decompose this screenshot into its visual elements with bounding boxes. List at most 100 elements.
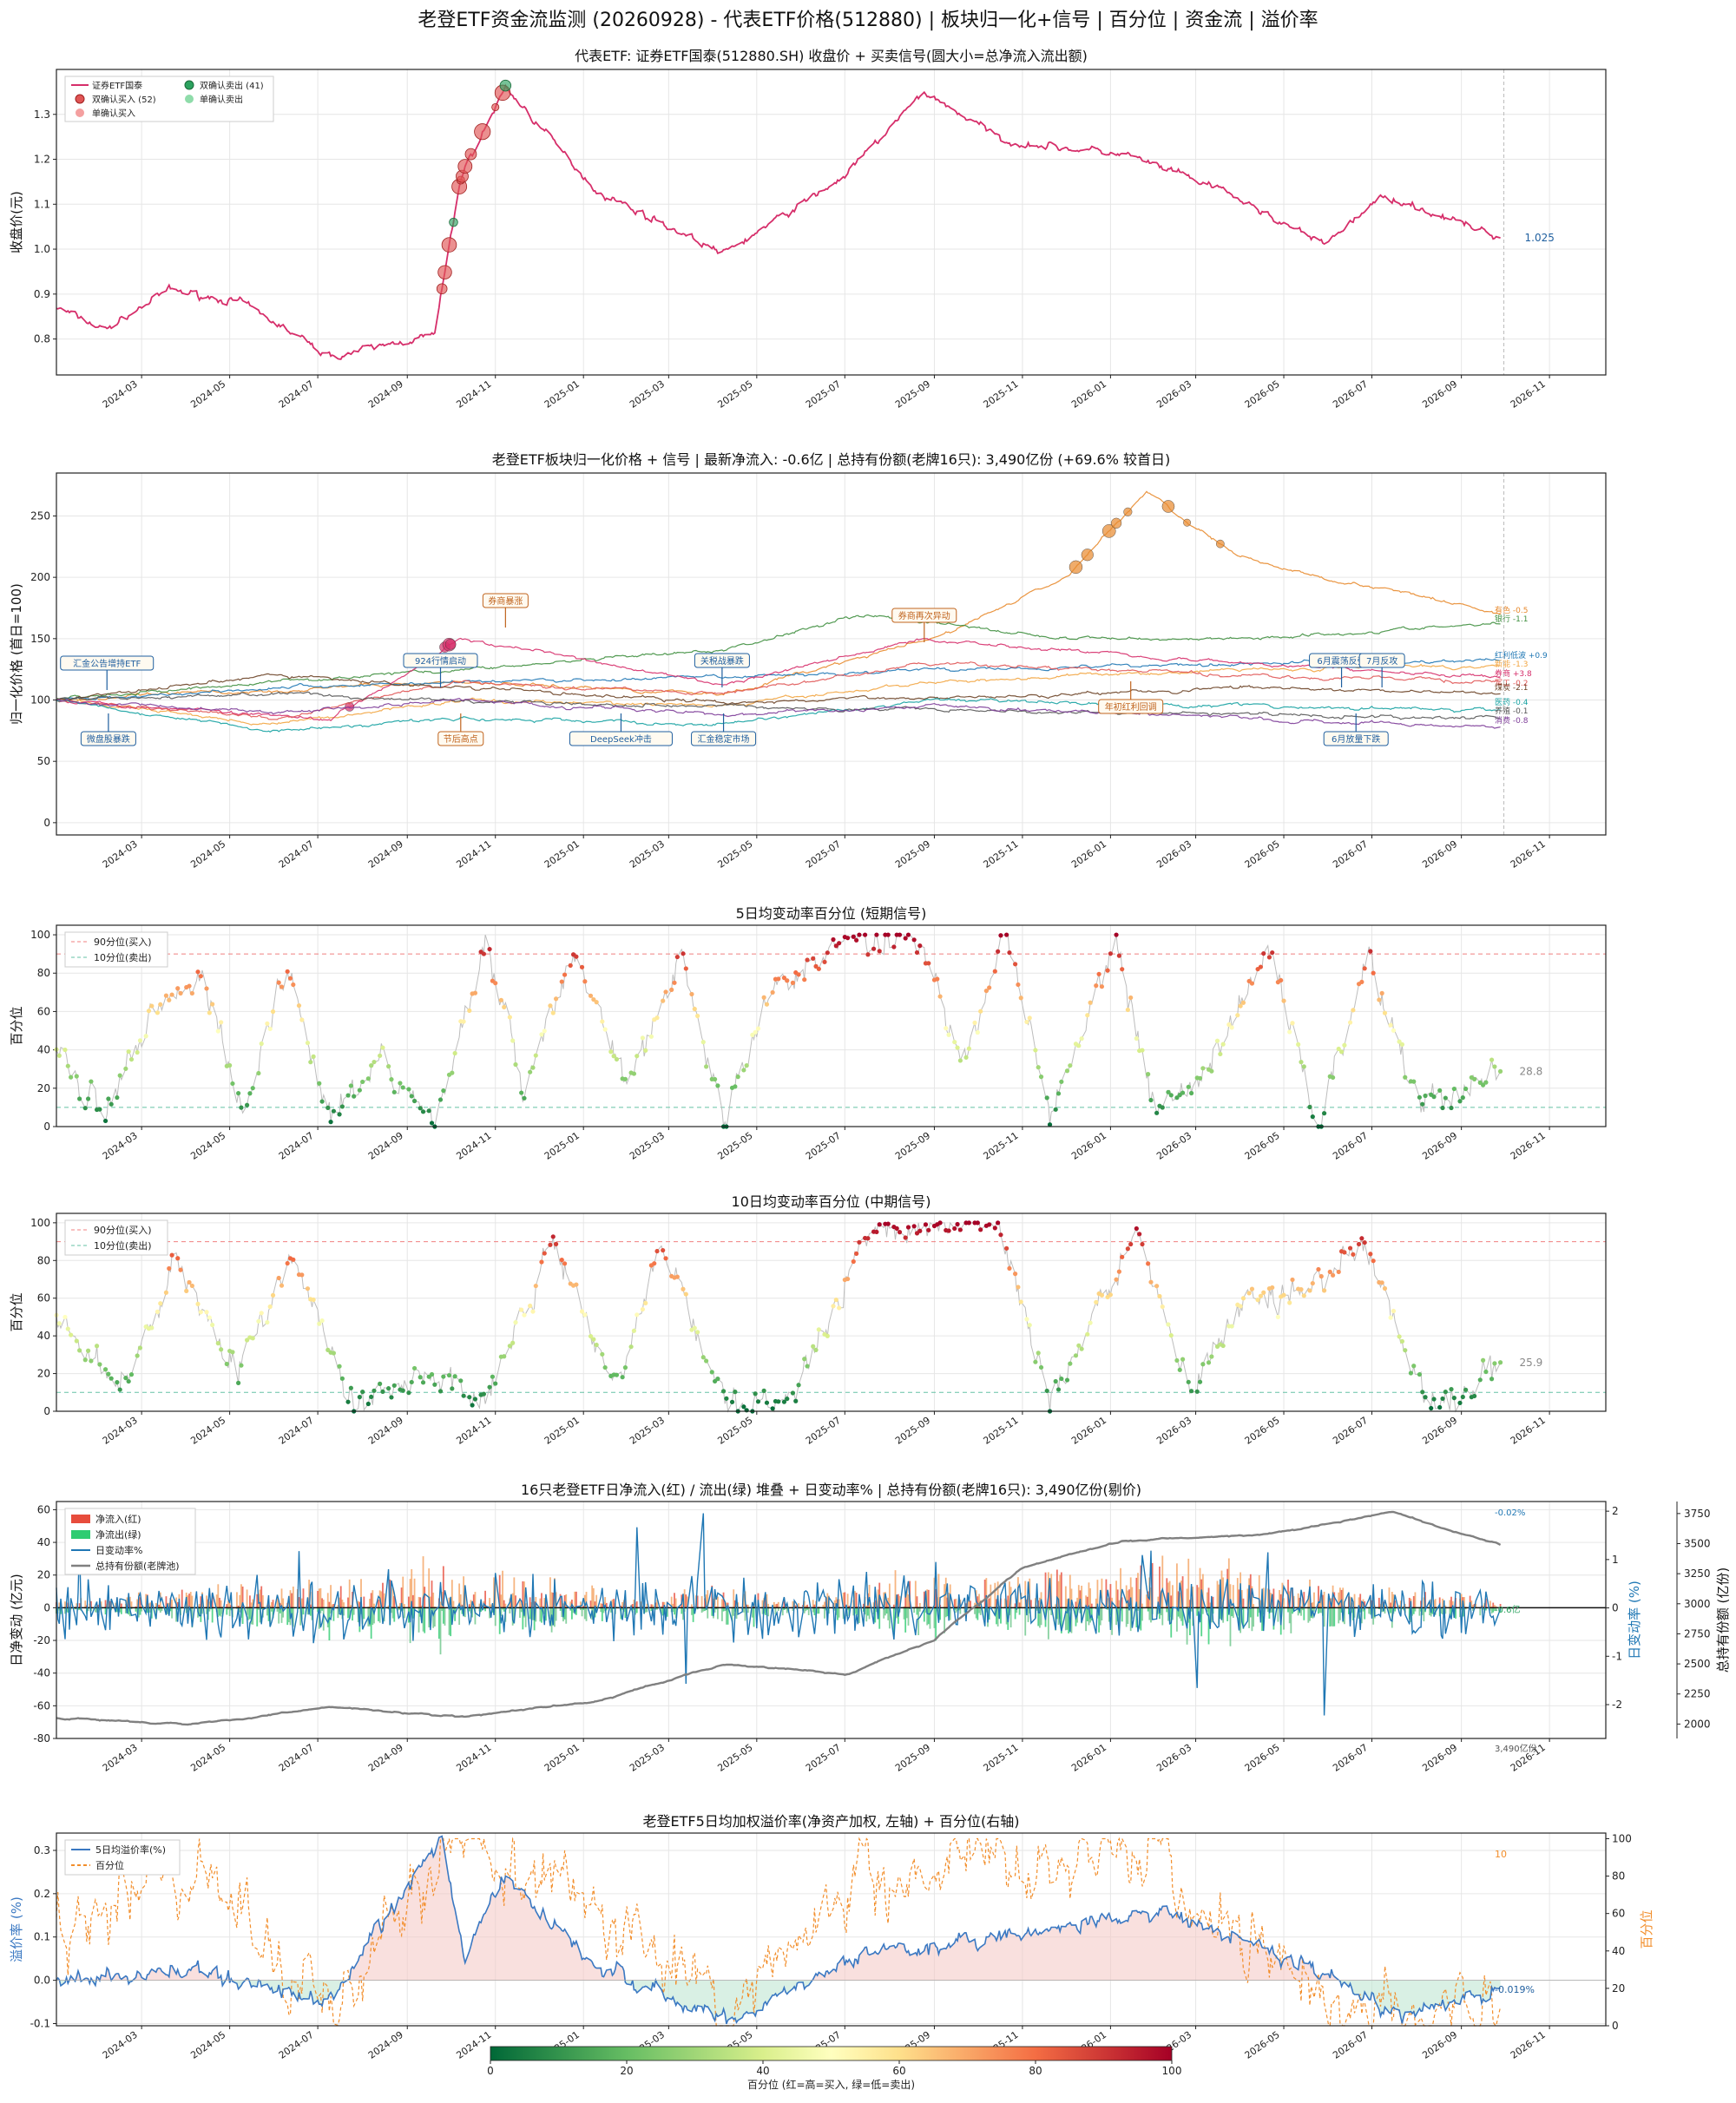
percentile-point (1255, 1298, 1260, 1303)
outflow-bar (272, 1607, 274, 1619)
percentile-point (831, 1304, 836, 1309)
outflow-bar (1251, 1607, 1253, 1632)
inflow-bar (1064, 1586, 1067, 1608)
inflow-bar (1086, 1596, 1088, 1608)
outflow-bar (404, 1607, 405, 1619)
annotation-text: 汇金公告增持ETF (73, 658, 141, 669)
percentile-point (594, 1000, 599, 1005)
x-tick-label: 2024-11 (454, 838, 493, 871)
y-tick-label: 60 (1612, 1908, 1625, 1920)
percentile-point (1148, 1279, 1154, 1285)
percentile-point (326, 1347, 331, 1352)
percentile-point (291, 1257, 296, 1262)
inflow-bar (67, 1602, 69, 1608)
y-axis-label: 溢价率 (%) (9, 1896, 24, 1962)
outflow-bar (644, 1607, 647, 1613)
outflow-bar (246, 1607, 248, 1615)
percentile-point (1197, 1379, 1203, 1384)
outflow-bar (1450, 1607, 1452, 1617)
inflow-bar (175, 1597, 177, 1608)
inflow-bar (1095, 1598, 1097, 1608)
inflow-bar (838, 1599, 840, 1608)
percentile-5d-panel: 5日均变动率百分位 (短期信号)2024-03 2024-05 2024-07 202… (9, 905, 1607, 1162)
percentile-point (406, 1390, 411, 1396)
x-tick-label: 2025-11 (982, 1742, 1021, 1774)
inflow-bar (1246, 1588, 1249, 1608)
percentile-point (761, 1388, 766, 1393)
outflow-bar (409, 1607, 411, 1644)
x-tick-label: 2024-11 (454, 1130, 493, 1162)
percentile-point (1120, 1254, 1125, 1259)
percentile-point (1411, 1079, 1417, 1084)
outflow-bar (513, 1607, 516, 1624)
inflow-bar (360, 1579, 362, 1608)
outflow-bar (683, 1607, 686, 1613)
legend: 净流入(红)净流出(绿)日变动率%总持有份额(老牌池) (64, 1508, 196, 1575)
percentile-point (102, 1118, 108, 1124)
outflow-bar (1253, 1607, 1254, 1627)
outflow-bar (582, 1607, 585, 1610)
percentile-point (1134, 1226, 1139, 1232)
inflow-bar (1172, 1585, 1174, 1608)
y-tick-label: 0 (43, 1601, 50, 1613)
sector-line (56, 490, 1501, 703)
inflow-bar (1412, 1595, 1415, 1608)
percentile-point (1411, 1364, 1417, 1369)
outflow-bar (601, 1607, 603, 1621)
outflow-bar (1318, 1607, 1319, 1614)
inflow-bar (348, 1579, 351, 1608)
percentile-point (256, 1070, 261, 1076)
percentile-point (661, 1247, 666, 1253)
inflow-bar (1463, 1597, 1465, 1608)
inflow-bar (591, 1585, 594, 1608)
percentile-point (391, 1089, 397, 1094)
outflow-bar (963, 1607, 966, 1613)
event-annotation: 节后高点 (437, 713, 484, 746)
panel-title: 16只老登ETF日净流入(红) / 流出(绿) 堆叠 + 日变动率% | 总持有… (521, 1482, 1141, 1498)
percentile-point (1180, 1090, 1186, 1095)
inflow-bar (309, 1604, 312, 1608)
outflow-bar (180, 1607, 181, 1616)
inflow-bar (907, 1594, 910, 1608)
inflow-bar (1338, 1592, 1340, 1608)
outflow-bar (828, 1607, 830, 1614)
figure-title: 老登ETF资金流监测 (20260928) - 代表ETF价格(512880) … (418, 10, 1318, 31)
inflow-bar (411, 1568, 413, 1608)
inflow-bar (402, 1576, 404, 1608)
inflow-bar (1287, 1580, 1289, 1608)
outflow-bar (328, 1607, 331, 1640)
y-tick-label: 60 (37, 1292, 50, 1305)
inflow-bar (1207, 1587, 1210, 1608)
annotation-text: 6月震荡反弹 (1317, 655, 1365, 667)
legend-label: 双确认卖出 (41) (200, 80, 264, 91)
outflow-bar (858, 1607, 860, 1624)
outflow-bar (120, 1607, 122, 1614)
last-premium-label: -0.019% (1495, 1984, 1535, 1995)
inflow-bar (1359, 1594, 1362, 1608)
inflow-bar (1434, 1599, 1437, 1608)
inflow-bar (652, 1604, 654, 1608)
percentile-point (785, 1397, 790, 1402)
legend-box (64, 1839, 181, 1876)
x-tick-label: 2024-11 (454, 1415, 493, 1447)
x-tick-label: 2026-07 (1331, 1130, 1370, 1162)
percentile-point (1240, 1000, 1246, 1005)
percentile-point (1460, 1095, 1465, 1101)
legend-label: 净流入(红) (95, 1513, 141, 1525)
inflow-bar (64, 1601, 66, 1608)
percentile-point (1240, 1296, 1246, 1301)
annotation-box (694, 653, 750, 668)
outflow-bar (159, 1607, 161, 1613)
x-tick-label: 2024-11 (454, 1742, 493, 1774)
x-tick-label: 2024-07 (277, 838, 316, 871)
percentile-point (487, 946, 492, 952)
outflow-bar (1258, 1607, 1260, 1613)
percentile-point (1480, 1082, 1486, 1088)
inflow-bar (1109, 1584, 1112, 1608)
outflow-bar (1095, 1607, 1097, 1610)
buy-signal-dot (474, 123, 491, 141)
outflow-bar (1340, 1607, 1343, 1613)
inflow-bar (126, 1597, 128, 1608)
percentile-point (770, 989, 775, 996)
